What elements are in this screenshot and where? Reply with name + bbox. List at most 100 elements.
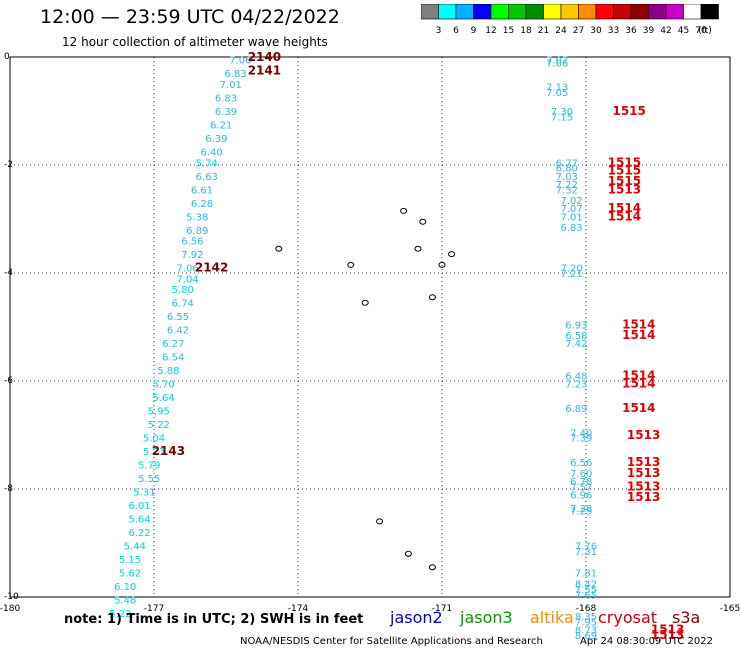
legend-tick-label: 24	[555, 26, 567, 36]
wave-height-label: 6.28	[191, 199, 213, 210]
wave-height-label: 5.38	[186, 212, 208, 223]
wave-height-label: 6.83	[224, 69, 246, 80]
wave-height-label: 6.39	[215, 107, 237, 118]
wave-height-label: 5.64	[152, 393, 174, 404]
legend-tick-label: 9	[471, 26, 477, 36]
wave-height-label: 7.25	[570, 507, 592, 518]
satellite-label-s3a: s3a	[672, 608, 701, 627]
satellite-label-cryosat: cryosat	[598, 608, 658, 627]
plot-frame	[9, 56, 731, 598]
wave-height-label: 8.73	[575, 625, 597, 636]
wave-height-label: 6.56	[570, 458, 592, 469]
wave-height-label: 7.39	[570, 434, 592, 445]
legend-tick-label: 21	[538, 26, 549, 36]
pass-time-label: 1513	[627, 455, 660, 469]
wave-height-label: 6.22	[128, 528, 150, 539]
legend-tick-label: 33	[608, 26, 619, 36]
legend-tick-label: 18	[520, 26, 532, 36]
wave-height-label: 7.31	[575, 547, 597, 558]
legend-tick-label: 27	[573, 26, 584, 36]
satellite-label-altika: altika	[530, 608, 574, 627]
x-tick-label: -171	[432, 604, 452, 614]
legend-tick-label: 70	[695, 26, 707, 36]
satellite-label-jason3: jason3	[460, 608, 513, 627]
wave-height-label: 7.40	[570, 428, 592, 439]
island-outline	[376, 518, 384, 525]
chart-title: 12:00 — 23:59 UTC 04/22/2022	[40, 6, 340, 28]
wave-height-label: 6.48	[565, 372, 587, 383]
wave-height-label: 7.06	[546, 58, 568, 69]
wave-height-label: 6.78	[570, 477, 592, 488]
island-outline	[275, 245, 283, 252]
island-outline	[347, 261, 355, 268]
wave-height-label: 5.22	[109, 609, 131, 620]
wave-height-label: 7.28	[570, 504, 592, 515]
wave-height-label: 6.56	[181, 237, 203, 248]
wave-height-label: 8.69	[575, 631, 597, 642]
wave-height-label: 6.27	[162, 339, 184, 350]
pass-time-label: 1513	[627, 479, 660, 493]
wave-height-label: 6.83	[215, 94, 237, 105]
pass-time-label: 1513	[627, 428, 660, 442]
wave-height-label: 5.79	[138, 461, 160, 472]
wave-height-label: 7.06	[229, 56, 251, 67]
wave-height-label: 6.10	[114, 582, 136, 593]
wave-height-label: 7.30	[551, 107, 573, 118]
island-outline	[438, 261, 446, 268]
wave-height-label: 7.06	[176, 264, 198, 275]
wave-height-label: 7.57	[570, 482, 592, 493]
pass-time-label: 1513	[627, 490, 660, 504]
wave-height-label: 8.42	[575, 580, 597, 591]
wave-height-label: 7.55	[575, 585, 597, 596]
wave-height-label: 6.01	[128, 501, 150, 512]
y-tick-label: -6	[4, 376, 13, 386]
wave-height-label: 7.92	[181, 250, 203, 261]
pass-time-label: 1513	[608, 182, 641, 196]
pass-time-label: 1514	[622, 401, 655, 415]
x-tick-label: -165	[720, 604, 740, 614]
wave-height-label: 6.74	[172, 299, 194, 310]
pass-time-label: 1515	[608, 155, 641, 169]
wave-height-label: 5.15	[119, 555, 141, 566]
wave-height-label: 5.70	[152, 380, 174, 391]
pass-time-label: 2142	[195, 261, 228, 275]
wave-height-label: 6.89	[565, 404, 587, 415]
legend-swatch	[700, 4, 719, 20]
wave-height-label: 7.81	[575, 569, 597, 580]
wave-height-label: 5.74	[196, 158, 218, 169]
wave-height-label: 7.95	[575, 617, 597, 628]
pass-time-label: 1515	[608, 163, 641, 177]
legend-unit-label: (ft)	[698, 26, 712, 36]
wave-height-label: 5.04	[143, 434, 165, 445]
island-outline	[400, 207, 408, 214]
legend-tick-label: 42	[660, 26, 671, 36]
wave-height-label: 7.15	[551, 112, 573, 123]
y-tick-label: 0	[4, 52, 10, 62]
wave-height-label: 7.20	[560, 264, 582, 275]
legend-tick-label: 36	[625, 26, 637, 36]
x-tick-label: -168	[576, 604, 597, 614]
x-tick-label: -177	[144, 604, 164, 614]
pass-time-label: 1513	[651, 628, 684, 642]
wave-height-label: 5.44	[124, 542, 146, 553]
wave-height-label: 7.22	[556, 180, 578, 191]
pass-time-label: 1513	[651, 622, 684, 636]
pass-time-label: 1514	[608, 201, 641, 215]
island-outline	[414, 245, 422, 252]
wave-height-label: 5.31	[133, 488, 155, 499]
footer-note: note: 1) Time is in UTC; 2) SWH is in fe…	[64, 612, 364, 627]
wave-height-label: 6.61	[191, 185, 213, 196]
legend-tick-label: 3	[436, 26, 442, 36]
pass-time-label: 1514	[622, 328, 655, 342]
y-tick-label: -8	[4, 484, 13, 494]
island-outline	[419, 218, 427, 225]
wave-height-label: 7.21	[560, 269, 582, 280]
wave-height-label: 6.63	[196, 172, 218, 183]
wave-height-label: 5.62	[119, 569, 141, 580]
wave-height-label: 7.42	[565, 339, 587, 350]
wave-height-label: 6.93	[565, 320, 587, 331]
pass-time-label: 1513	[627, 466, 660, 480]
legend-tick-label: 45	[678, 26, 689, 36]
wave-height-label: 5.48	[114, 596, 136, 607]
wave-height-label: 8.35	[575, 612, 597, 623]
